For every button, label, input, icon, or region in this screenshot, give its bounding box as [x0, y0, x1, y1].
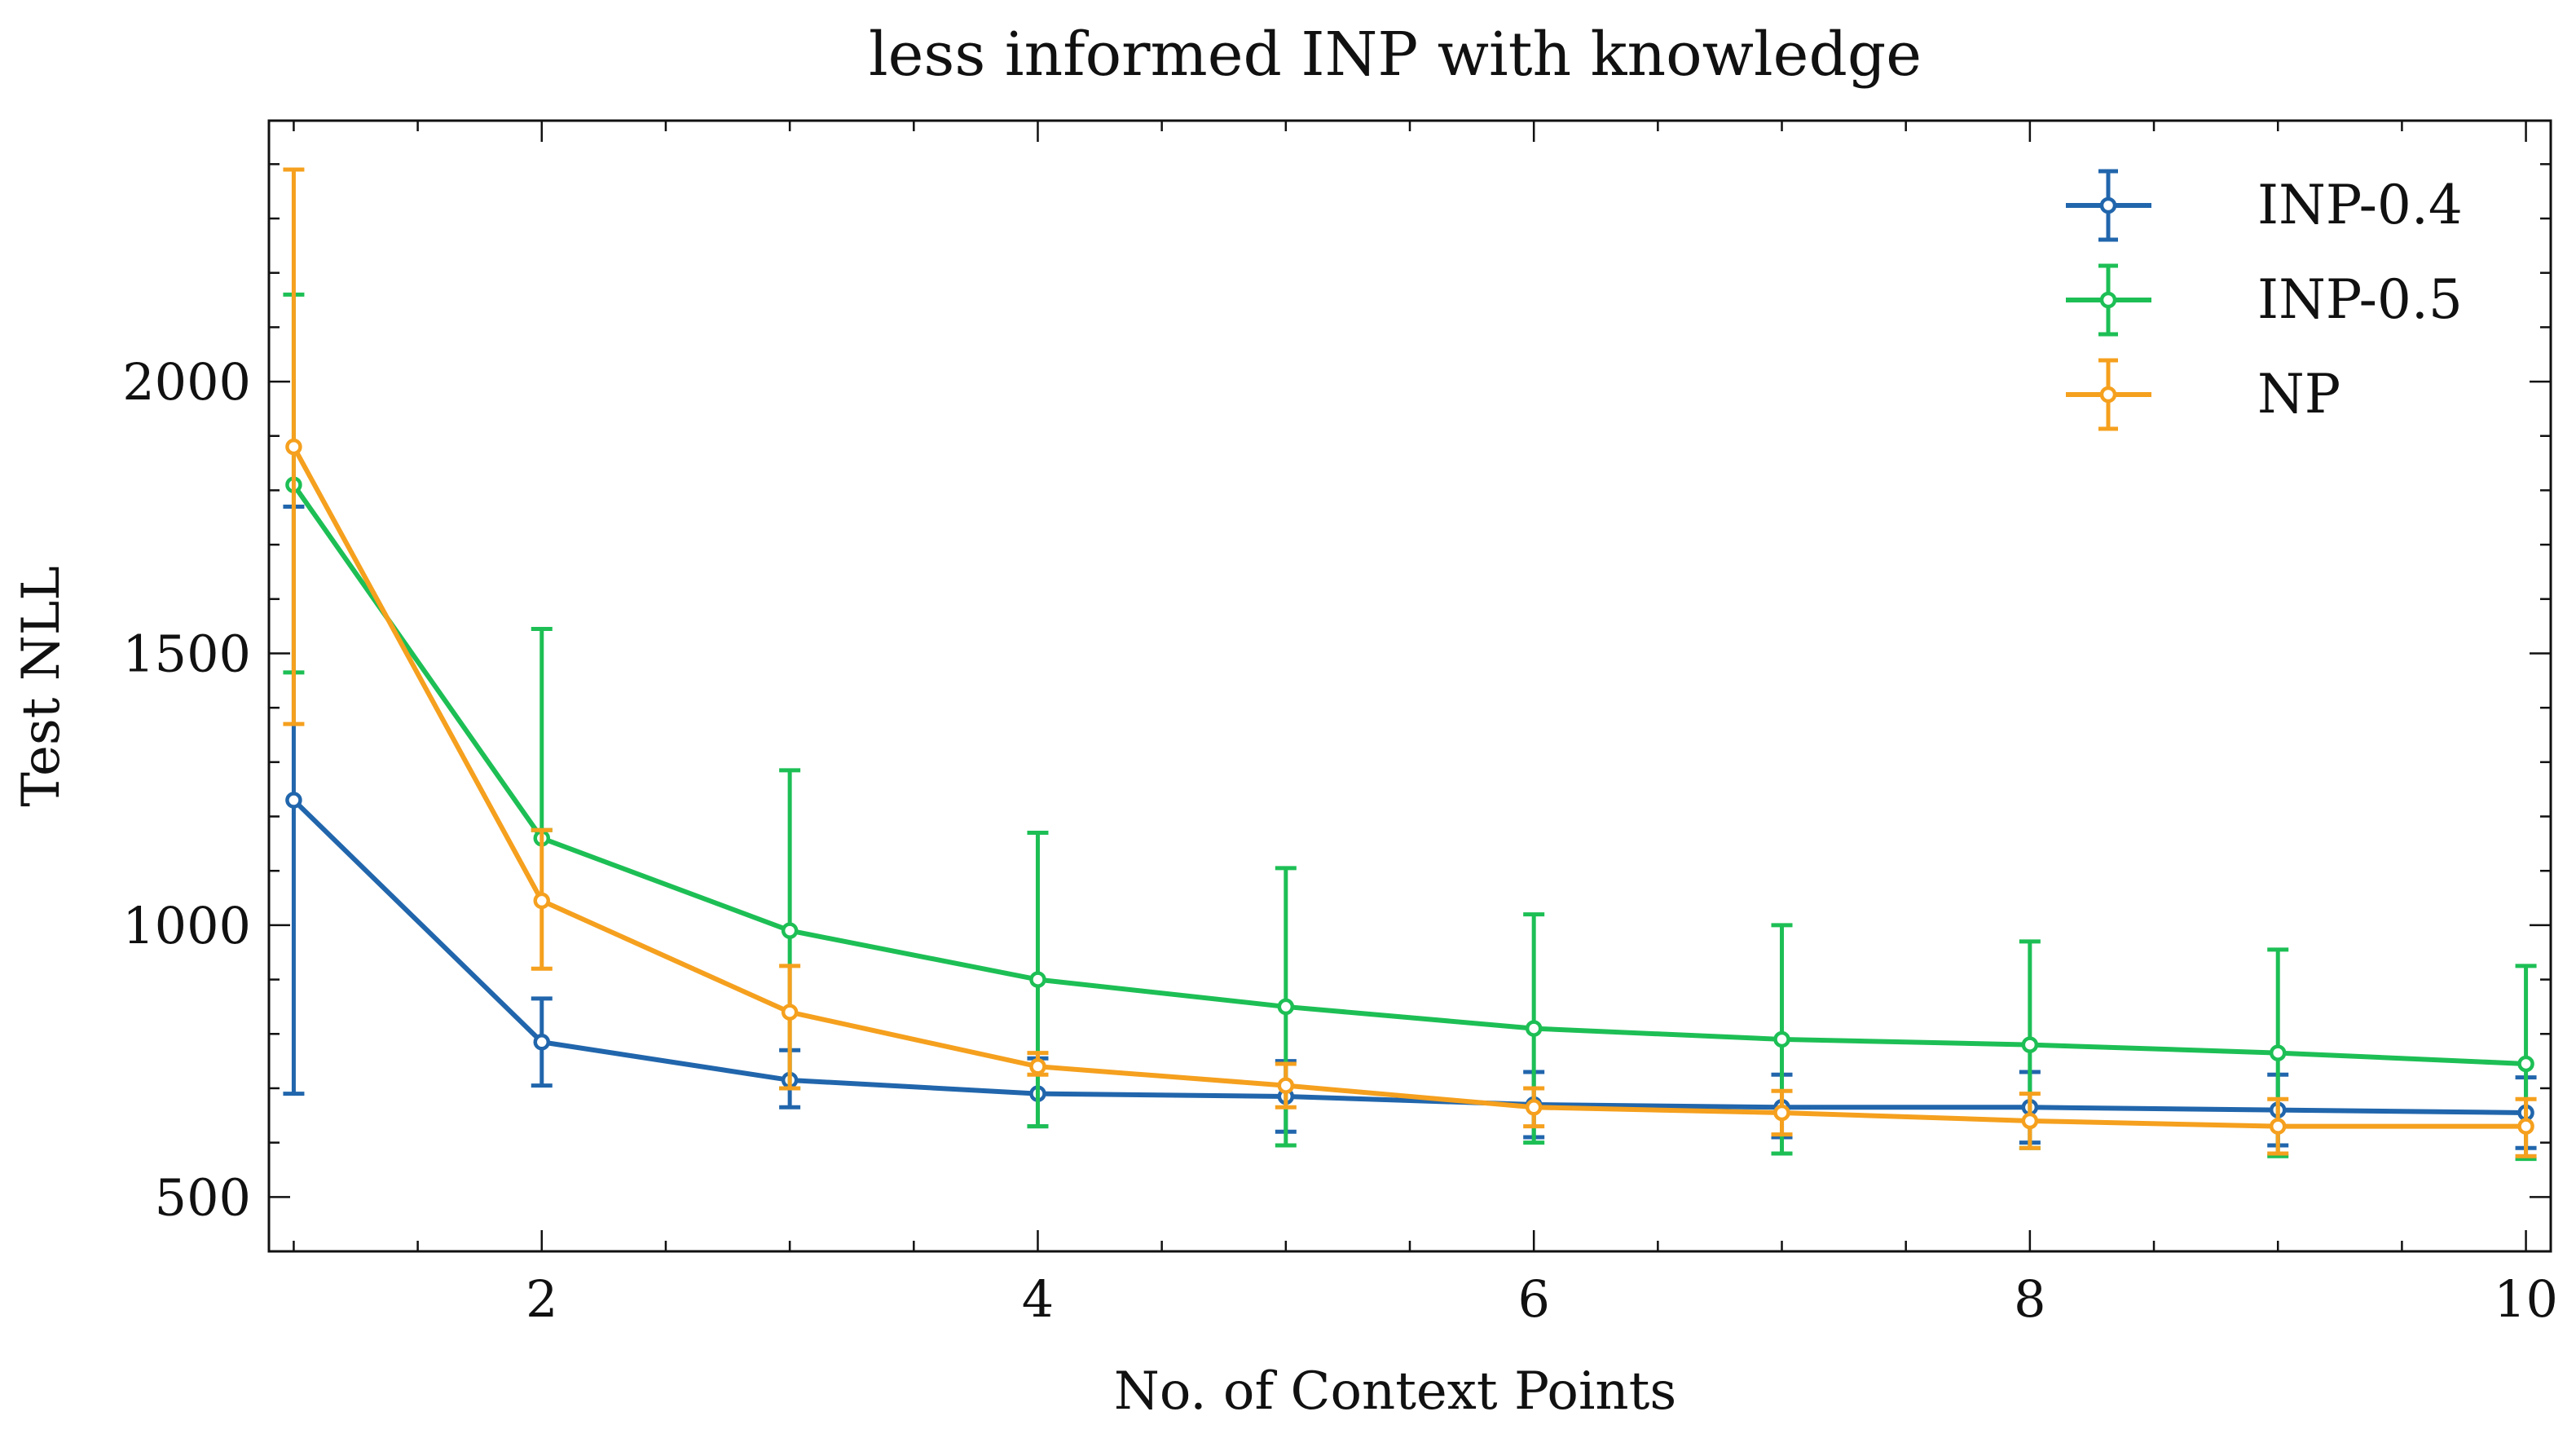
legend-entry-INP-0.4: INP-0.4: [2066, 169, 2463, 242]
y-tick-label: 1500: [122, 624, 251, 683]
data-point: [2517, 1118, 2534, 1135]
data-point: [1773, 1104, 1790, 1122]
y-tick-label: 500: [155, 1167, 251, 1227]
legend-label: INP-0.5: [2257, 268, 2463, 331]
x-axis-label: No. of Context Points: [1114, 1361, 1676, 1422]
legend-label: INP-0.4: [2257, 174, 2463, 236]
data-point: [2021, 1036, 2039, 1053]
y-tick-label: 1000: [122, 896, 251, 955]
data-point: [781, 922, 799, 939]
data-point: [1277, 998, 1295, 1016]
data-point: [1029, 1058, 1046, 1075]
data-point: [2269, 1118, 2287, 1135]
legend: INP-0.4 INP-0.5 NP: [2066, 169, 2463, 431]
data-point: [1773, 1030, 1790, 1048]
data-point: [1525, 1099, 1543, 1116]
data-point: [533, 1034, 551, 1051]
legend-entry-NP: NP: [2066, 358, 2340, 431]
series-INP-0.5: [283, 292, 2537, 1162]
data-point: [2269, 1044, 2287, 1061]
legend-entry-INP-0.5: INP-0.5: [2066, 263, 2463, 337]
axes-layer: 2 4 6 8 10 500 1000 1500 2000: [122, 119, 2558, 1329]
series-line: [291, 483, 2526, 1066]
x-tick-label: 8: [2014, 1269, 2045, 1329]
legend-marker: [2099, 386, 2117, 404]
x-tick-label: 6: [1517, 1269, 1549, 1329]
series-layer: [283, 167, 2537, 1162]
series-NP: [283, 167, 2537, 1158]
data-point: [1525, 1020, 1543, 1037]
plot-frame: [267, 119, 2552, 1253]
data-point: [781, 1004, 799, 1021]
chart-title: less informed INP with knowledge: [869, 20, 1922, 90]
x-tick-label: 2: [526, 1269, 557, 1329]
x-tick-label: 10: [2494, 1269, 2558, 1329]
data-point: [2021, 1112, 2039, 1130]
series-line: [291, 445, 2526, 1129]
data-point: [285, 438, 302, 456]
y-tick-label: 2000: [122, 352, 251, 412]
x-tick-label: 4: [1022, 1269, 1054, 1329]
series-line: [292, 798, 2526, 1115]
legend-marker: [2099, 196, 2117, 214]
legend-label: NP: [2257, 363, 2340, 426]
legend-marker: [2099, 291, 2117, 309]
data-point: [533, 892, 551, 910]
data-point: [2517, 1055, 2534, 1073]
y-axis-label: Test NLL: [11, 566, 72, 807]
data-point: [1029, 971, 1046, 988]
data-point: [1277, 1077, 1295, 1094]
data-point: [285, 792, 302, 809]
